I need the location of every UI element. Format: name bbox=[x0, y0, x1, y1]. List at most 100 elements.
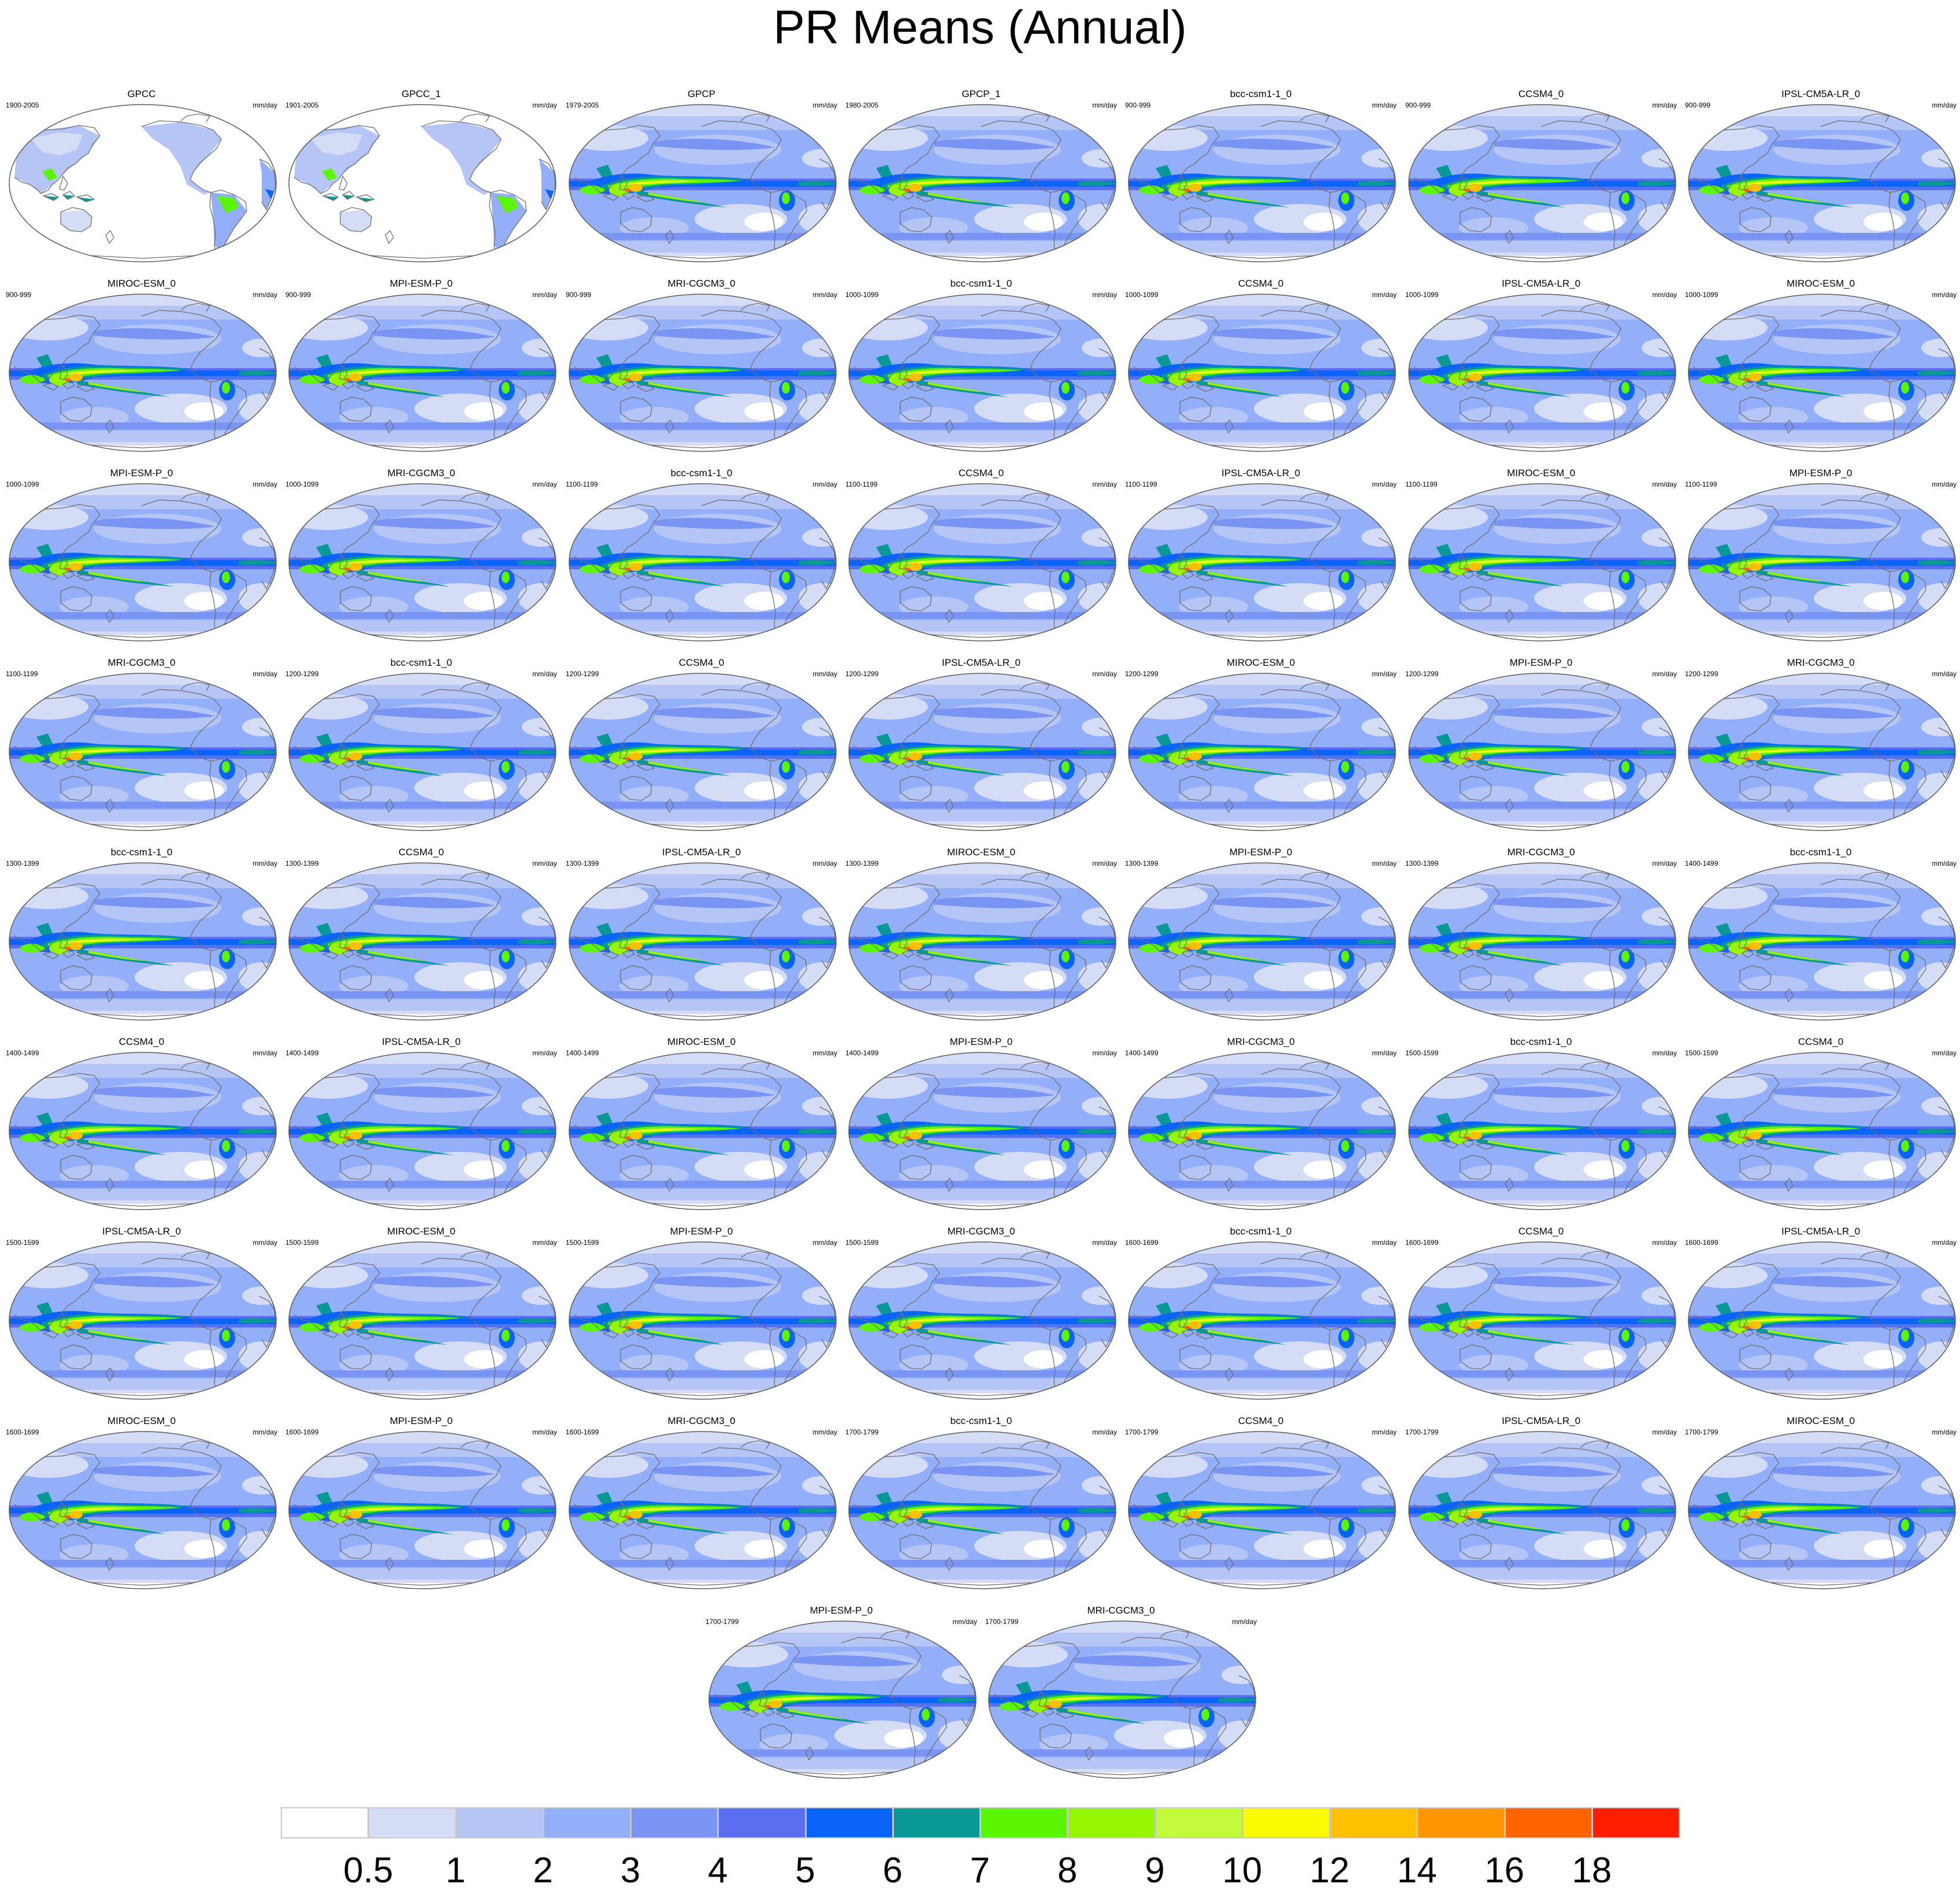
precipitation-map bbox=[1408, 483, 1676, 642]
panel-units: mm/day bbox=[1932, 670, 1957, 678]
map-panel: MIROC-ESM_0 1100-1199 mm/day bbox=[1405, 468, 1677, 644]
map-panel: MPI-ESM-P_0 1300-1399 mm/day bbox=[1125, 847, 1397, 1023]
map-panel: IPSL-CM5A-LR_0 1100-1199 mm/day bbox=[1125, 468, 1397, 644]
colorbar-label: 9 bbox=[1145, 1851, 1165, 1890]
panel-units: mm/day bbox=[812, 1239, 837, 1247]
map-panel: IPSL-CM5A-LR_0 1200-1299 mm/day bbox=[845, 657, 1117, 833]
panel-period: 1100-1199 bbox=[1685, 480, 1717, 488]
precipitation-map bbox=[569, 1052, 837, 1210]
colorbar-label: 5 bbox=[795, 1851, 815, 1890]
panel-title: GPCP_1 bbox=[962, 88, 1001, 99]
panel-period: 1000-1099 bbox=[1405, 291, 1439, 299]
precipitation-map bbox=[9, 483, 277, 642]
precipitation-map bbox=[848, 294, 1116, 452]
panel-period: 1500-1599 bbox=[285, 1239, 319, 1247]
panel-title: MRI-CGCM3_0 bbox=[1787, 657, 1855, 668]
panel-units: mm/day bbox=[1652, 291, 1677, 299]
precipitation-map bbox=[848, 104, 1116, 262]
panel-title: MPI-ESM-P_0 bbox=[949, 1036, 1013, 1047]
panel-period: 1200-1299 bbox=[285, 670, 319, 678]
panel-period: 1000-1099 bbox=[1125, 291, 1159, 299]
panel-units: mm/day bbox=[1932, 480, 1957, 488]
panel-title: IPSL-CM5A-LR_0 bbox=[1781, 88, 1861, 99]
panel-period: 1100-1199 bbox=[1125, 480, 1157, 488]
precipitation-map bbox=[1408, 294, 1676, 452]
panel-title: bcc-csm1-1_0 bbox=[1230, 1226, 1292, 1237]
panel-title: CCSM4_0 bbox=[1798, 1036, 1844, 1047]
map-panel: CCSM4_0 1700-1799 mm/day bbox=[1125, 1415, 1397, 1592]
precipitation-map bbox=[1688, 104, 1956, 262]
map-panel: MIROC-ESM_0 1400-1499 mm/day bbox=[566, 1036, 837, 1213]
panel-title: bcc-csm1-1_0 bbox=[670, 468, 733, 479]
map-panel: bcc-csm1-1_0 1700-1799 mm/day bbox=[845, 1415, 1117, 1592]
precipitation-map bbox=[1408, 862, 1676, 1021]
page-title: PR Means (Annual) bbox=[773, 1, 1187, 54]
map-panel: GPCC_1 1901-2005 mm/day bbox=[285, 88, 557, 265]
panel-title: CCSM4_0 bbox=[118, 1036, 165, 1047]
panel-title: MPI-ESM-P_0 bbox=[110, 468, 173, 479]
panel-units: mm/day bbox=[812, 1428, 837, 1436]
precipitation-map bbox=[1128, 483, 1396, 642]
colorbar-label: 14 bbox=[1397, 1851, 1437, 1890]
panel-units: mm/day bbox=[532, 101, 557, 109]
colorbar-swatch bbox=[1155, 1807, 1243, 1838]
panel-units: mm/day bbox=[532, 1049, 557, 1057]
panel-units: mm/day bbox=[1092, 670, 1117, 678]
precipitation-map bbox=[848, 1241, 1116, 1400]
precipitation-map bbox=[848, 1431, 1116, 1589]
panel-units: mm/day bbox=[812, 101, 837, 109]
panel-period: 1100-1199 bbox=[566, 480, 598, 488]
panel-period: 1600-1699 bbox=[1125, 1239, 1159, 1247]
map-panel: GPCC 1900-2005 mm/day bbox=[6, 88, 277, 265]
precipitation-map bbox=[1688, 483, 1956, 642]
panel-units: mm/day bbox=[1652, 670, 1677, 678]
colorbar-label: 2 bbox=[533, 1851, 553, 1890]
map-panel: MIROC-ESM_0 1200-1299 mm/day bbox=[1125, 657, 1397, 833]
panel-units: mm/day bbox=[253, 670, 277, 678]
panel-period: 1000-1099 bbox=[285, 480, 319, 488]
map-panel: MPI-ESM-P_0 1100-1199 mm/day bbox=[1685, 468, 1957, 644]
colorbar-label: 8 bbox=[1057, 1851, 1078, 1890]
precipitation-map bbox=[848, 483, 1116, 642]
panel-period: 1200-1299 bbox=[1125, 670, 1159, 678]
panel-title: IPSL-CM5A-LR_0 bbox=[381, 1036, 461, 1047]
precipitation-map bbox=[288, 294, 556, 452]
panel-period: 1700-1799 bbox=[1405, 1428, 1439, 1436]
panel-units: mm/day bbox=[253, 480, 277, 488]
panel-period: 1300-1399 bbox=[845, 859, 879, 867]
panel-units: mm/day bbox=[253, 1049, 277, 1057]
colorbar-swatch bbox=[1504, 1807, 1592, 1838]
precipitation-map bbox=[569, 862, 837, 1021]
panel-units: mm/day bbox=[1932, 101, 1957, 109]
panel-units: mm/day bbox=[1372, 859, 1397, 867]
panel-title: CCSM4_0 bbox=[1238, 278, 1284, 289]
panel-title: CCSM4_0 bbox=[398, 847, 444, 858]
colorbar bbox=[281, 1807, 1680, 1842]
panel-title: MIROC-ESM_0 bbox=[1786, 1415, 1855, 1426]
panel-title: MIROC-ESM_0 bbox=[107, 278, 176, 289]
panel-period: 1600-1699 bbox=[1405, 1239, 1439, 1247]
precipitation-map bbox=[988, 1621, 1256, 1779]
panel-units: mm/day bbox=[532, 291, 557, 299]
panel-title: IPSL-CM5A-LR_0 bbox=[1501, 1415, 1581, 1426]
panel-title: MRI-CGCM3_0 bbox=[947, 1226, 1015, 1237]
precipitation-map bbox=[9, 294, 277, 452]
map-panel: CCSM4_0 1400-1499 mm/day bbox=[6, 1036, 277, 1213]
panel-units: mm/day bbox=[1092, 291, 1117, 299]
precipitation-map bbox=[1128, 862, 1396, 1021]
panel-period: 900-999 bbox=[1685, 101, 1711, 109]
precipitation-map bbox=[288, 1241, 556, 1400]
panel-title: IPSL-CM5A-LR_0 bbox=[941, 657, 1021, 668]
panel-period: 1000-1099 bbox=[6, 480, 39, 488]
panel-period: 1600-1699 bbox=[6, 1428, 39, 1436]
map-panel: MIROC-ESM_0 1000-1099 mm/day bbox=[1685, 278, 1957, 454]
map-panel: CCSM4_0 1500-1599 mm/day bbox=[1685, 1036, 1957, 1213]
panel-period: 1900-2005 bbox=[6, 101, 39, 109]
map-panel: MPI-ESM-P_0 1200-1299 mm/day bbox=[1405, 657, 1677, 833]
panel-title: MPI-ESM-P_0 bbox=[1229, 847, 1293, 858]
panel-title: MIROC-ESM_0 bbox=[107, 1415, 176, 1426]
panel-units: mm/day bbox=[253, 859, 277, 867]
colorbar-label: 16 bbox=[1484, 1851, 1524, 1890]
panel-units: mm/day bbox=[1372, 1428, 1397, 1436]
panel-units: mm/day bbox=[812, 480, 837, 488]
